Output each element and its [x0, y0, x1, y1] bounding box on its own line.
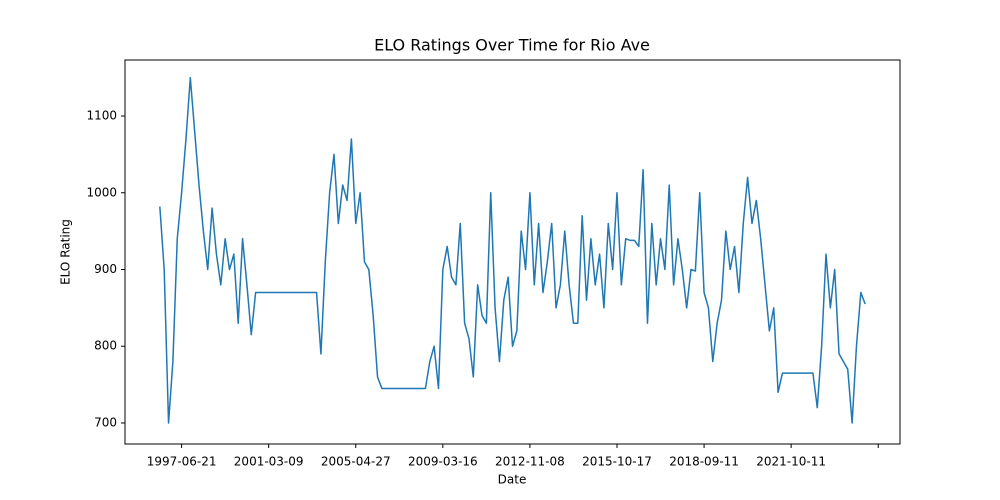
chart-title: ELO Ratings Over Time for Rio Ave — [374, 36, 650, 55]
x-tick-label: 2001-03-09 — [234, 455, 304, 469]
x-tick-label: 2021-10-11 — [756, 455, 826, 469]
y-tick-label: 1100 — [86, 109, 117, 123]
y-axis-label: ELO Rating — [59, 219, 73, 285]
x-axis-label: Date — [498, 473, 527, 487]
y-tick-label: 1000 — [86, 185, 117, 199]
x-tick-label: 1997-06-21 — [147, 455, 217, 469]
line-series — [159, 76, 866, 424]
x-tick-label: 2018-09-11 — [669, 455, 739, 469]
x-tick-label: 2015-10-17 — [582, 455, 652, 469]
x-tick-label: 2012-11-08 — [495, 455, 565, 469]
y-tick-label: 700 — [94, 415, 117, 429]
x-tick-label: 2005-04-27 — [321, 455, 391, 469]
x-tick-label: 2009-03-16 — [408, 455, 478, 469]
y-tick-label: 800 — [94, 339, 117, 353]
plot-frame — [124, 59, 901, 445]
y-tick-label: 900 — [94, 262, 117, 276]
